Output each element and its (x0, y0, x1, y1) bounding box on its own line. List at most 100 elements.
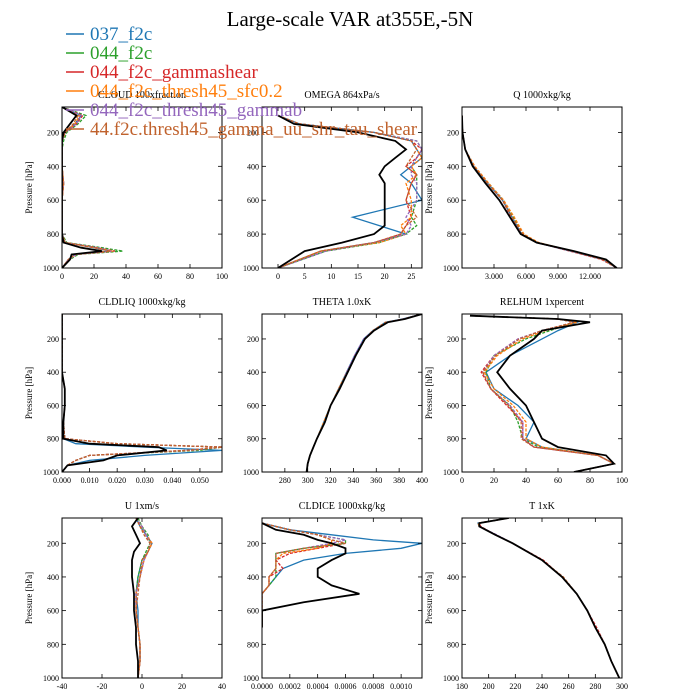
panel-title: RELHUM 1xpercent (500, 297, 584, 308)
panel-lines (277, 114, 422, 268)
legend-item: 044_f2c_thresh45_gammab (66, 100, 302, 121)
control-line (469, 314, 616, 472)
y-tick-label: 800 (447, 435, 459, 444)
x-tick-label: 180 (456, 682, 468, 691)
x-tick-label: 260 (563, 682, 575, 691)
series-line-037_f2c (262, 522, 422, 628)
y-axis-label: Pressure [hPa] (424, 367, 434, 419)
panel-title: THETA 1.0xK (313, 297, 372, 308)
x-tick-label: 80 (586, 476, 594, 485)
panel-5: THETA 1.0xK 280 300 320 340 360 380 400 200 400 60… (243, 297, 428, 485)
panel-title: CLDICE 1000xkg/kg (299, 501, 385, 512)
x-tick-label: 0 (276, 272, 280, 281)
y-tick-label: 600 (447, 196, 459, 205)
y-axis-label: Pressure [hPa] (424, 572, 434, 624)
y-tick-label: 1000 (443, 674, 459, 683)
panel-frame (261, 517, 423, 679)
y-tick-label: 400 (447, 368, 459, 377)
legend-item: 044_f2c (66, 43, 152, 64)
x-tick-label: 0.030 (136, 476, 154, 485)
y-tick-label: 400 (447, 162, 459, 171)
control-line (305, 314, 422, 472)
y-tick-label: 1000 (443, 468, 459, 477)
y-tick-label: 400 (247, 162, 259, 171)
panel-frame (261, 313, 423, 473)
control-line (462, 115, 618, 268)
y-tick-label: 600 (47, 196, 59, 205)
y-tick-label: 600 (47, 401, 59, 410)
series-line-037_f2c (477, 518, 620, 678)
x-tick-label: 280 (279, 476, 291, 485)
y-tick-label: 200 (447, 539, 459, 548)
series-line-044_f2c_gammashear (462, 115, 618, 268)
y-tick-label: 600 (247, 401, 259, 410)
x-tick-label: 0.020 (108, 476, 126, 485)
x-tick-label: 100 (616, 476, 628, 485)
y-tick-label: 400 (47, 162, 59, 171)
x-tick-label: 20 (90, 272, 98, 281)
x-tick-label: 10 (327, 272, 335, 281)
x-tick-label: 40 (522, 476, 530, 485)
y-tick-label: 200 (47, 128, 59, 137)
y-tick-label: 800 (247, 230, 259, 239)
series-line-44.f2c.thresh45_gamma_uu_shr_tau_shear (262, 522, 346, 628)
x-tick-label: 60 (154, 272, 162, 281)
x-tick-label: 5 (303, 272, 307, 281)
x-tick-label: 200 (483, 682, 495, 691)
panel-lines (469, 314, 616, 472)
series-line-044_f2c_thresh45_sfc0.2 (477, 518, 620, 678)
panel-lines (477, 518, 621, 678)
y-tick-label: 1000 (243, 264, 259, 273)
y-tick-label: 600 (247, 196, 259, 205)
x-tick-label: 220 (509, 682, 521, 691)
x-tick-label: 300 (616, 682, 628, 691)
y-tick-label: 1000 (243, 468, 259, 477)
panel-lines (305, 314, 422, 472)
y-tick-label: 600 (447, 607, 459, 616)
x-tick-label: 0 (460, 476, 464, 485)
panel-title: CLDLIQ 1000xkg/kg (99, 297, 186, 308)
legend-item: 037_f2c (66, 24, 152, 45)
y-tick-label: 1000 (43, 674, 59, 683)
x-tick-label: 0.0002 (279, 682, 301, 691)
x-tick-label: 60 (554, 476, 562, 485)
series-line-044_f2c_thresh45_gammab (62, 314, 222, 472)
series-line-037_f2c (462, 115, 618, 268)
x-tick-label: 300 (302, 476, 314, 485)
y-tick-label: 200 (247, 335, 259, 344)
series-line-044_f2c_thresh45_sfc0.2 (62, 314, 222, 472)
x-tick-label: 340 (347, 476, 359, 485)
series-line-44.f2c.thresh45_gamma_uu_shr_tau_shear (462, 115, 618, 268)
control-line (62, 314, 168, 472)
series-line-044_f2c_thresh45_sfc0.2 (469, 315, 616, 472)
x-tick-label: 100 (216, 272, 228, 281)
legend-label: 044_f2c_thresh45_sfc0.2 (90, 81, 283, 102)
y-tick-label: 800 (47, 435, 59, 444)
y-tick-label: 1000 (43, 468, 59, 477)
series-line-044_f2c_gammashear (62, 314, 222, 472)
series-line-044_f2c_thresh45_gammab (462, 115, 618, 268)
y-tick-label: 400 (247, 573, 259, 582)
x-tick-label: 380 (393, 476, 405, 485)
x-tick-label: 360 (370, 476, 382, 485)
control-line (130, 518, 142, 678)
series-line-044_f2c_thresh45_gammab (478, 518, 620, 678)
x-tick-label: 20 (490, 476, 498, 485)
control-line (478, 518, 621, 678)
y-tick-label: 800 (447, 230, 459, 239)
legend: 037_f2c044_f2c044_f2c_gammashear044_f2c_… (66, 24, 418, 140)
y-tick-label: 200 (447, 335, 459, 344)
y-tick-label: 400 (447, 573, 459, 582)
y-tick-label: 200 (247, 128, 259, 137)
panel-6: RELHUM 1xpercent 0 20 40 60 80 100 200 400 600 800… (424, 297, 628, 485)
x-tick-label: 0.0000 (251, 682, 273, 691)
y-axis-label: Pressure [hPa] (24, 161, 34, 213)
y-tick-label: 800 (247, 640, 259, 649)
y-axis-label: Pressure [hPa] (24, 367, 34, 419)
panel-lines (462, 115, 618, 268)
panel-lines (62, 314, 222, 472)
y-axis-label: Pressure [hPa] (424, 161, 434, 213)
legend-label: 037_f2c (90, 24, 152, 45)
y-tick-label: 400 (247, 368, 259, 377)
